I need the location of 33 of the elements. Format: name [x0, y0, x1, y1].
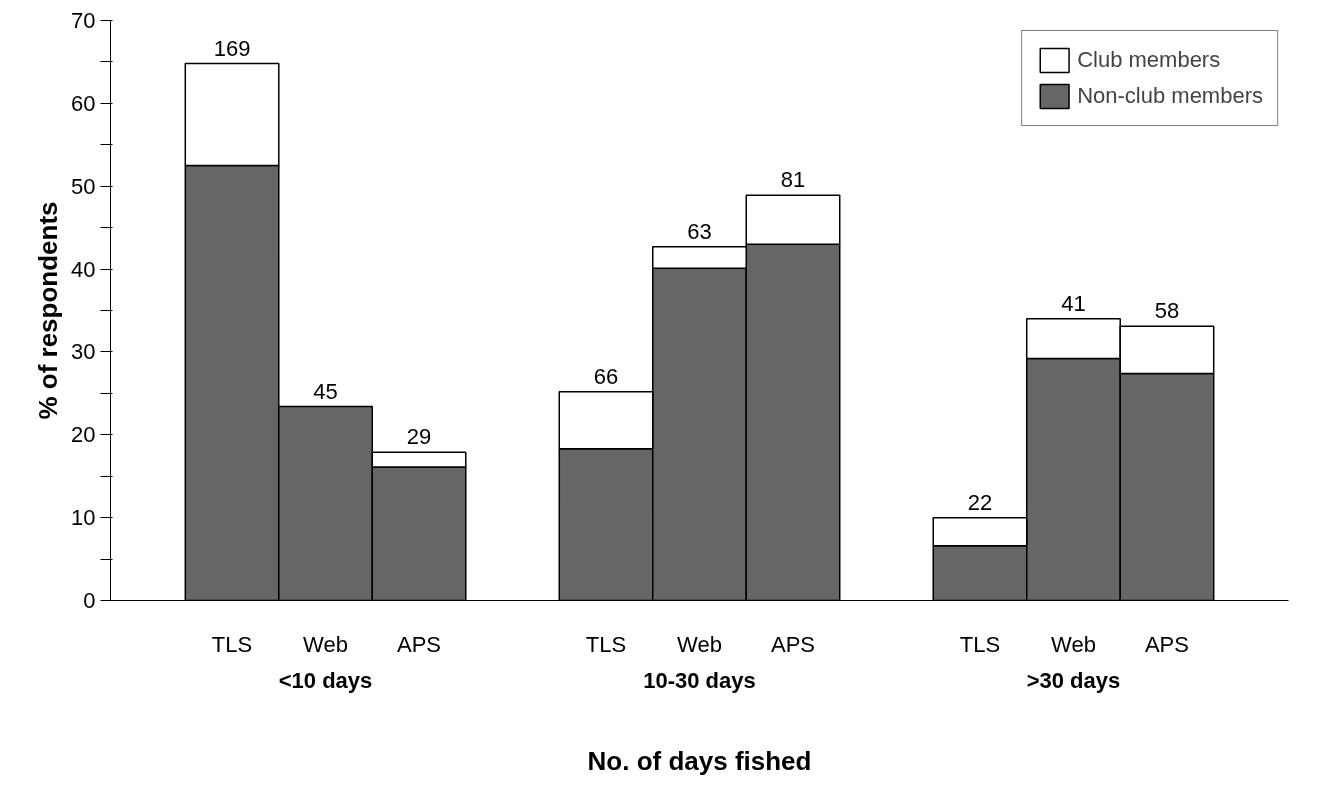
y-tick-label: 30: [71, 339, 96, 365]
annotation: 41: [1061, 290, 1086, 316]
y-tick-label: 60: [71, 90, 96, 116]
annotation: 63: [687, 218, 712, 244]
x-tick-label: APS: [1144, 631, 1189, 657]
y-tick-label: 70: [71, 8, 96, 33]
annotation: 45: [313, 378, 338, 404]
y-axis-title: % of respondents: [33, 201, 64, 420]
annotation: 22: [967, 489, 993, 515]
x-tick-label: APS: [770, 631, 816, 657]
legend-label: Non-club members: [1077, 83, 1263, 109]
text: >30 days: [1026, 667, 1121, 693]
x-tick-label: TLS: [211, 631, 253, 657]
x-tick-label: Web: [303, 631, 348, 657]
x-tick-label: Web: [1051, 631, 1096, 657]
y-tick-label: 10: [71, 505, 96, 531]
annotation: 58: [1154, 298, 1180, 324]
annotation: 66: [593, 363, 619, 389]
annotation: 169: [213, 35, 251, 61]
legend-label: Club members: [1077, 47, 1221, 73]
y-tick-label: 40: [71, 256, 96, 282]
x-tick-label: TLS: [585, 631, 627, 657]
x-tick-label: TLS: [959, 631, 1001, 657]
x-tick-label: Web: [677, 631, 722, 657]
annotation: 81: [780, 167, 806, 193]
y-tick-label: 20: [71, 422, 96, 448]
text: 10-30 days: [643, 667, 756, 693]
annotation: 29: [406, 424, 432, 450]
x-axis-title: No. of days fished: [587, 745, 812, 776]
text: <10 days: [278, 667, 373, 693]
x-tick-label: APS: [397, 631, 442, 657]
y-tick-label: 0: [83, 588, 96, 613]
y-tick-label: 50: [71, 173, 96, 199]
